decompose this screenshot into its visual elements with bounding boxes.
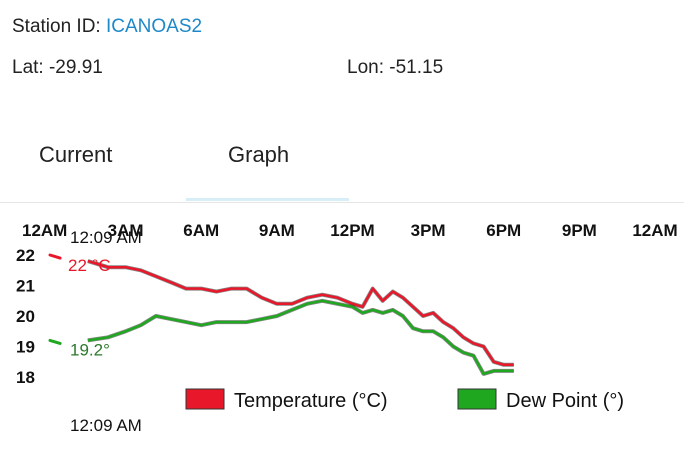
y-tick-label: 21 <box>16 277 35 296</box>
x-tick-label: 9PM <box>562 221 597 240</box>
station-header: Station ID: ICANOAS2 Lat: -29.91 Lon: -5… <box>0 0 684 120</box>
x-tick-label: 12PM <box>330 221 374 240</box>
weather-chart: 12AM 3AM 6AM 9AM 12PM 3PM 6PM 9PM 12AM 22 21 20 19 18… <box>0 203 684 458</box>
station-id-label: Station ID: <box>12 16 106 37</box>
x-tick-label: 12AM <box>632 221 677 240</box>
start-time-label-top: 12:09 AM <box>70 228 142 247</box>
latitude: Lat: -29.91 <box>12 57 103 78</box>
y-tick-label: 19 <box>16 338 35 357</box>
series-line-lead <box>48 338 62 345</box>
x-tick-label: 6PM <box>486 221 521 240</box>
series-line-shadow <box>87 259 514 367</box>
tab-current[interactable]: Current <box>39 142 113 167</box>
x-tick-label: 12AM <box>22 221 67 240</box>
station-id-value[interactable]: ICANOAS2 <box>106 16 203 37</box>
series-line-lead <box>48 253 62 260</box>
x-tick-label: 3PM <box>411 221 446 240</box>
temperature-current-label: 22 °C <box>68 256 111 275</box>
temperature-line <box>87 259 514 367</box>
legend-temperature-swatch <box>185 388 225 410</box>
legend-temperature-label: Temperature (°C) <box>234 390 388 412</box>
legend-dew-point-swatch <box>457 388 497 410</box>
x-tick-label: 9AM <box>259 221 295 240</box>
dew-point-line <box>87 299 514 376</box>
chart-canvas: 12AM 3AM 6AM 9AM 12PM 3PM 6PM 9PM 12AM 22 21 20 19 18… <box>16 221 678 435</box>
station-id-row: Station ID: ICANOAS2 <box>12 16 202 38</box>
tab-graph[interactable]: Graph <box>228 142 290 167</box>
series-line-shadow <box>87 298 514 376</box>
dew-point-current-label: 19.2° <box>70 341 110 360</box>
tab-selected-indicator <box>186 198 349 201</box>
y-tick-label: 18 <box>16 368 35 387</box>
x-tick-label: 3AM <box>108 221 144 240</box>
tab-bar: Current Graph <box>0 120 684 203</box>
legend-dew-point-label: Dew Point (°) <box>506 390 624 412</box>
x-tick-label: 6AM <box>183 221 219 240</box>
y-tick-label: 20 <box>16 307 35 326</box>
longitude: Lon: -51.15 <box>347 57 444 78</box>
start-time-label-bottom: 12:09 AM <box>70 416 142 435</box>
y-tick-label: 22 <box>16 246 35 265</box>
